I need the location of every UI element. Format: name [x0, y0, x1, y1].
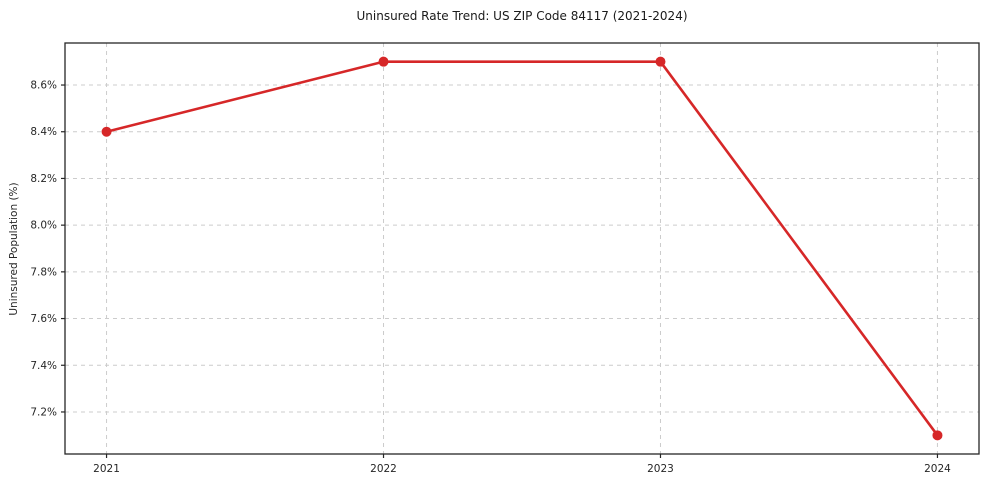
y-tick-label: 7.4%	[30, 360, 57, 372]
data-point	[932, 430, 943, 441]
y-tick-label: 8.4%	[30, 126, 57, 138]
x-tick-label: 2021	[93, 463, 120, 475]
chart-title: Uninsured Rate Trend: US ZIP Code 84117 …	[356, 9, 688, 23]
trend-line	[105, 60, 939, 437]
x-tick-label: 2022	[370, 463, 397, 475]
data-point	[101, 126, 112, 137]
x-tick-label: 2023	[647, 463, 674, 475]
data-point	[655, 56, 666, 67]
y-tick-label: 7.2%	[30, 406, 57, 418]
y-tick-label: 7.8%	[30, 266, 57, 278]
data-point	[378, 56, 389, 67]
y-tick-label: 8.6%	[30, 80, 57, 92]
y-tick-label: 7.6%	[30, 313, 57, 325]
y-tick-label: 8.2%	[30, 173, 57, 185]
plot-border	[64, 42, 980, 455]
x-tick-label: 2024	[924, 463, 951, 475]
y-tick-label: 8.0%	[30, 220, 57, 232]
